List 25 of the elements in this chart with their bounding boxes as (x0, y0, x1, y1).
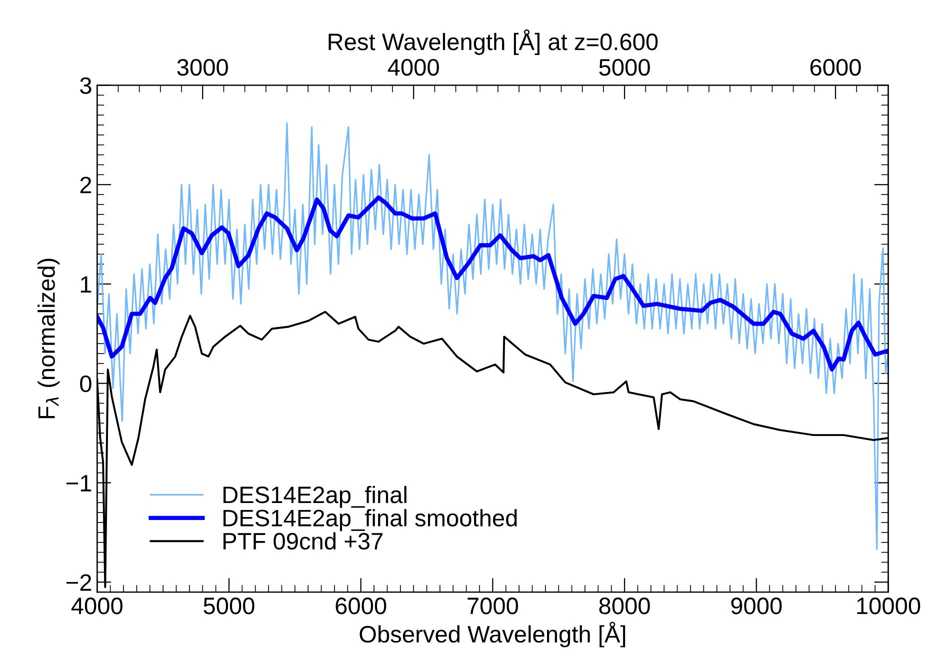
x-tick-label: 8000 (599, 598, 650, 614)
x2-tick-label: 3000 (177, 59, 228, 76)
x2-tick-label: 5000 (599, 59, 650, 76)
y-tick-label: −2 (66, 574, 92, 591)
x2-tick-label: 4000 (388, 59, 439, 76)
x2-tick-label: 6000 (810, 59, 861, 76)
x-tick-label: 7000 (468, 598, 518, 614)
legend-label: DES14E2ap_final (224, 486, 406, 508)
x-axis-title: Observed Wavelength [Å] (360, 622, 626, 648)
y-axis-title: F$_{λ}$ (normalized) (38, 258, 60, 418)
x-tick-label: 6000 (336, 598, 386, 614)
x-tick-label: 5000 (204, 598, 254, 614)
x-tick-label: 9000 (731, 598, 782, 614)
legend-label: DES14E2ap_final smoothed (224, 509, 517, 532)
line-series (97, 195, 888, 372)
line-series (97, 122, 888, 550)
y-tick-label: 3 (80, 77, 92, 94)
y-tick-label: 1 (80, 276, 92, 293)
legend-label: PTF 09cnd +37 (224, 532, 382, 550)
y-tick-label: 2 (80, 176, 92, 194)
x-tick-label: 10000 (857, 598, 920, 614)
x2-axis-title: Rest Wavelength [Å] at z=0.600 (328, 29, 658, 55)
x-tick-label: 4000 (71, 598, 122, 614)
y-tick-label: −1 (66, 475, 92, 492)
y-tick-label: 0 (80, 375, 92, 392)
